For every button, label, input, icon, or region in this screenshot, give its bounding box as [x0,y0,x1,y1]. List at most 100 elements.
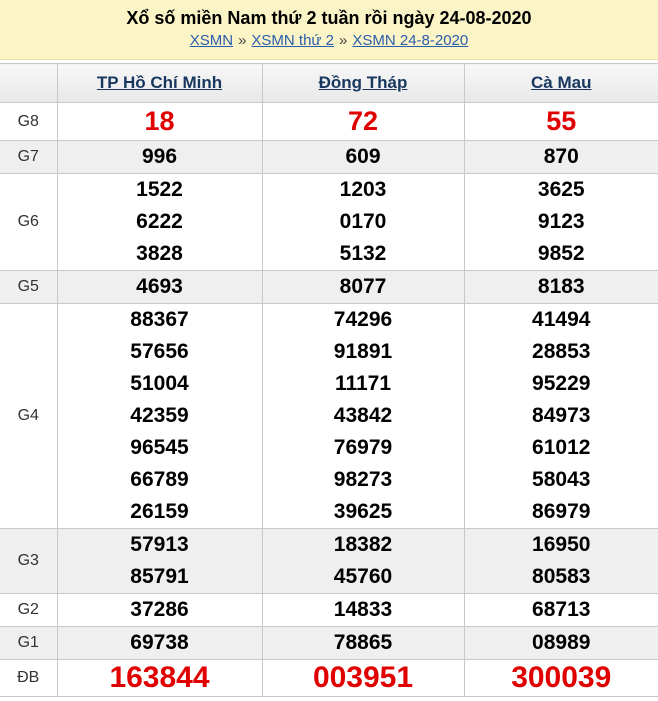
corner-cell [0,63,57,103]
result-number: 78865 [333,631,393,654]
column-header-dong-thap: Đồng Tháp [261,63,464,103]
prize-row-g6: G6 1522 6222 3828 1203 0170 5132 3625 9123 9852 [0,173,658,271]
prize-row-g3: G3 57913 85791 18382 45760 16950 80583 [0,528,658,594]
result-number: 9852 [537,242,585,265]
result-cell: 609 [261,140,464,174]
result-number: 5132 [339,242,387,265]
column-header-ca-mau-link[interactable]: Cà Mau [531,73,592,92]
result-number: 61012 [532,436,591,459]
result-cell: 88367 57656 51004 42359 96545 66789 26159 [56,303,262,529]
result-number: 08989 [532,631,591,654]
result-number: 1522 [136,178,183,201]
result-number: 18382 [333,533,393,556]
result-number: 0170 [339,210,387,233]
result-cell: 18 [56,102,262,141]
result-number: 9123 [537,210,585,233]
result-number: 55 [546,106,577,136]
prize-label: G4 [17,407,39,424]
result-cell: 996 [56,140,262,174]
top-banner: Xổ số miền Nam thứ 2 tuần rồi ngày 24-08… [0,0,658,60]
result-cell: 4693 [56,270,262,304]
prize-row-đb: ĐB 163844 003951 300039 [0,659,658,697]
result-number: 1203 [339,178,387,201]
result-number: 51004 [130,372,189,395]
prize-row-g4: G4 88367 57656 51004 42359 96545 66789 26159 742… [0,303,658,529]
result-number: 69738 [130,631,189,654]
result-number: 85791 [130,565,189,588]
result-number: 6222 [136,210,183,233]
result-number: 609 [345,145,381,168]
result-number: 80583 [532,565,591,588]
result-number: 91891 [333,340,393,363]
result-number: 57656 [130,340,189,363]
prize-label: G2 [17,601,39,618]
result-number: 4693 [136,275,183,298]
prize-label: G1 [17,634,39,651]
column-header-ca-mau: Cà Mau [463,63,658,103]
result-number: 3625 [537,178,585,201]
result-number: 68713 [532,598,591,621]
result-cell: 14833 [261,593,464,627]
result-number: 11171 [334,372,392,395]
result-number: 28853 [532,340,591,363]
result-number: 996 [141,145,178,168]
result-cell: 003951 [261,659,464,697]
result-number: 57913 [130,533,189,556]
result-number: 74296 [333,308,393,331]
result-number: 14833 [333,598,393,621]
result-cell: 1203 0170 5132 [261,173,464,271]
column-header-dong-thap-link[interactable]: Đồng Tháp [318,73,408,92]
prize-row-g8: G8 18 72 55 [0,102,658,141]
prize-label: G6 [17,213,39,230]
result-cell: 3625 9123 9852 [463,173,658,271]
result-cell: 68713 [463,593,658,627]
results-header-row: TP Hồ Chí Minh Đồng Tháp Cà Mau [0,63,658,103]
result-cell: 78865 [261,626,464,660]
result-number: 58043 [532,468,591,491]
result-number: 41494 [532,308,591,331]
result-number: 42359 [130,404,189,427]
result-cell: 74296 91891 11171 43842 76979 98273 39625 [261,303,464,529]
prize-row-g1: G1 69738 78865 08989 [0,626,658,660]
column-header-tphcm: TP Hồ Chí Minh [56,63,262,103]
result-number: 16950 [532,533,591,556]
result-number: 98273 [333,468,393,491]
breadcrumb-link-xsmn[interactable]: XSMN [189,32,234,49]
results-table-body: G8 18 72 55 G7 996 609 870 G6 1522 6222 3828 1203 017… [0,102,658,697]
result-cell: 72 [261,102,464,141]
prize-row-g5: G5 4693 8077 8183 [0,270,658,304]
breadcrumb-link-xsmn-thu-2[interactable]: XSMN thứ 2 [251,32,334,49]
result-number: 39625 [333,500,393,523]
result-number: 26159 [130,500,189,523]
prize-row-g2: G2 37286 14833 68713 [0,593,658,627]
result-number: 86979 [532,500,591,523]
result-number: 45760 [333,565,393,588]
results-table: TP Hồ Chí Minh Đồng Tháp Cà Mau G8 18 72 55… [0,63,658,697]
prize-label: G5 [17,278,39,295]
prize-label: G3 [17,552,39,569]
result-cell: 57913 85791 [56,528,262,594]
result-number: 870 [543,145,579,168]
prize-label: G7 [17,148,39,165]
result-cell: 08989 [463,626,658,660]
result-number: 8183 [537,275,585,298]
prize-label: ĐB [17,669,40,686]
breadcrumb-separator: » [238,32,247,49]
result-cell: 300039 [463,659,658,697]
result-cell: 41494 28853 95229 84973 61012 58043 86979 [463,303,658,529]
result-cell: 18382 45760 [261,528,464,594]
result-number: 003951 [312,661,414,694]
result-number: 37286 [130,598,189,621]
breadcrumb-separator: » [339,32,348,49]
result-number: 43842 [333,404,393,427]
result-number: 18 [144,106,175,136]
prize-row-g7: G7 996 609 870 [0,140,658,174]
prize-label: G8 [17,112,39,130]
result-number: 76979 [333,436,393,459]
result-number: 72 [347,106,379,136]
breadcrumb-link-xsmn-date[interactable]: XSMN 24-8-2020 [352,32,469,49]
result-number: 88367 [130,308,189,331]
result-cell: 8077 [261,270,464,304]
result-cell: 55 [463,102,658,141]
column-header-tphcm-link[interactable]: TP Hồ Chí Minh [96,73,223,92]
